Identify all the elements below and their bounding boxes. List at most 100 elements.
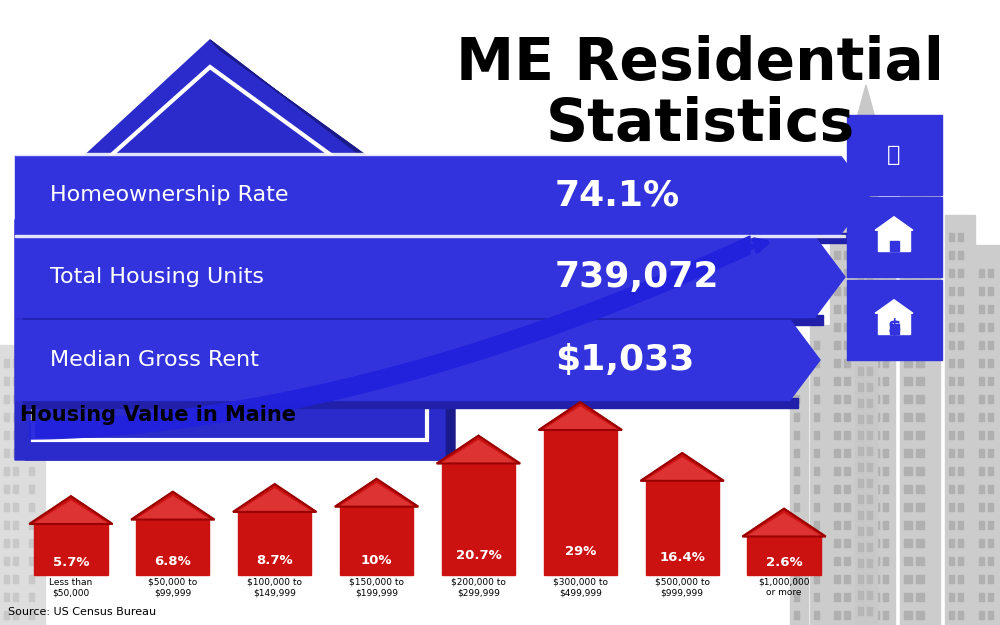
Bar bbox=[814, 485, 819, 493]
Bar bbox=[883, 287, 888, 295]
Bar bbox=[4, 611, 9, 619]
Bar bbox=[136, 519, 209, 575]
Bar bbox=[858, 255, 863, 263]
Bar bbox=[874, 323, 879, 331]
Bar bbox=[794, 395, 799, 403]
Polygon shape bbox=[238, 489, 311, 512]
Bar bbox=[916, 323, 924, 331]
Bar bbox=[834, 323, 840, 331]
Bar bbox=[988, 377, 993, 385]
Polygon shape bbox=[646, 458, 719, 481]
Bar bbox=[979, 611, 984, 619]
Text: 6.8%: 6.8% bbox=[154, 556, 191, 568]
Bar bbox=[834, 449, 840, 457]
Bar bbox=[844, 359, 850, 367]
Bar bbox=[874, 413, 879, 421]
Text: Median Gross Rent: Median Gross Rent bbox=[50, 350, 259, 370]
Bar bbox=[834, 539, 840, 547]
Bar bbox=[834, 467, 840, 475]
Bar bbox=[916, 575, 924, 583]
Bar bbox=[958, 503, 963, 511]
Bar bbox=[844, 575, 850, 583]
Bar bbox=[867, 319, 872, 327]
Bar bbox=[844, 395, 850, 403]
Bar bbox=[13, 575, 18, 583]
Bar bbox=[979, 359, 984, 367]
Bar bbox=[916, 521, 924, 529]
Polygon shape bbox=[815, 237, 845, 317]
Bar bbox=[883, 305, 888, 313]
Bar bbox=[13, 449, 18, 457]
Bar bbox=[15, 235, 845, 237]
Bar bbox=[979, 503, 984, 511]
Bar bbox=[874, 593, 879, 601]
Bar bbox=[883, 341, 888, 349]
Bar bbox=[949, 233, 954, 241]
Bar bbox=[949, 611, 954, 619]
Polygon shape bbox=[131, 492, 214, 519]
Bar bbox=[834, 233, 840, 241]
Bar bbox=[883, 251, 888, 259]
Bar bbox=[904, 377, 912, 385]
Bar bbox=[4, 485, 9, 493]
Bar bbox=[858, 527, 863, 535]
Bar bbox=[949, 485, 954, 493]
Bar bbox=[874, 341, 879, 349]
Bar bbox=[979, 467, 984, 475]
Bar bbox=[958, 233, 963, 241]
Bar bbox=[988, 449, 993, 457]
Bar bbox=[988, 521, 993, 529]
Bar bbox=[916, 485, 924, 493]
Bar bbox=[844, 485, 850, 493]
Text: Source: US Census Bureau: Source: US Census Bureau bbox=[8, 607, 156, 617]
Bar bbox=[870, 235, 895, 625]
Bar bbox=[988, 575, 993, 583]
Bar bbox=[958, 377, 963, 385]
Bar bbox=[883, 269, 888, 277]
Bar bbox=[858, 271, 863, 279]
Bar bbox=[979, 485, 984, 493]
Bar bbox=[4, 503, 9, 511]
Polygon shape bbox=[747, 514, 821, 536]
Bar bbox=[29, 593, 34, 601]
Bar bbox=[4, 467, 9, 475]
Bar bbox=[949, 341, 954, 349]
Bar bbox=[916, 413, 924, 421]
Bar bbox=[858, 415, 863, 423]
Bar bbox=[949, 413, 954, 421]
Bar bbox=[958, 359, 963, 367]
Bar bbox=[979, 575, 984, 583]
Text: 2.6%: 2.6% bbox=[766, 556, 802, 569]
Bar bbox=[844, 377, 850, 385]
Bar bbox=[904, 323, 912, 331]
Bar bbox=[904, 269, 912, 277]
Bar bbox=[814, 377, 819, 385]
Polygon shape bbox=[29, 496, 113, 524]
Bar bbox=[844, 233, 850, 241]
Text: 74.1%: 74.1% bbox=[555, 178, 680, 212]
Bar bbox=[904, 521, 912, 529]
Bar bbox=[844, 557, 850, 565]
Bar bbox=[958, 521, 963, 529]
Bar bbox=[858, 607, 863, 615]
Bar bbox=[958, 557, 963, 565]
Polygon shape bbox=[840, 155, 870, 235]
Bar bbox=[794, 467, 799, 475]
Bar bbox=[29, 449, 34, 457]
Bar bbox=[904, 395, 912, 403]
Bar bbox=[874, 359, 879, 367]
Polygon shape bbox=[340, 484, 413, 507]
Bar bbox=[949, 539, 954, 547]
Bar bbox=[844, 215, 850, 223]
Polygon shape bbox=[210, 40, 455, 220]
Bar bbox=[544, 430, 617, 575]
Bar bbox=[15, 155, 840, 235]
Bar bbox=[867, 591, 872, 599]
Text: $1,033: $1,033 bbox=[555, 343, 694, 377]
Bar bbox=[814, 467, 819, 475]
Bar bbox=[904, 413, 912, 421]
Bar bbox=[29, 503, 34, 511]
Polygon shape bbox=[34, 501, 108, 524]
Bar bbox=[858, 175, 863, 183]
Bar bbox=[878, 313, 910, 334]
